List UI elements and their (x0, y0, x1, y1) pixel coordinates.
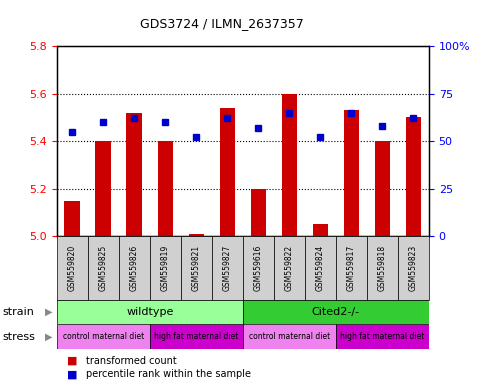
Bar (243, 236, 274, 300)
Text: GSM559820: GSM559820 (68, 245, 77, 291)
Bar (243, 324, 336, 349)
Bar (274, 236, 305, 300)
Text: high fat maternal diet: high fat maternal diet (154, 333, 239, 341)
Text: GSM559822: GSM559822 (285, 245, 294, 291)
Bar (150, 324, 243, 349)
Bar (181, 236, 212, 300)
Bar (157, 141, 173, 236)
Text: GSM559826: GSM559826 (130, 245, 139, 291)
Bar (336, 324, 429, 349)
Bar (119, 236, 150, 300)
Text: GSM559817: GSM559817 (347, 245, 356, 291)
Bar (57, 300, 243, 324)
Bar (212, 236, 243, 300)
Bar (65, 200, 80, 236)
Text: GSM559824: GSM559824 (316, 245, 325, 291)
Bar (57, 324, 150, 349)
Bar (188, 234, 204, 236)
Text: ▶: ▶ (44, 332, 52, 342)
Bar (313, 224, 328, 236)
Text: GDS3724 / ILMN_2637357: GDS3724 / ILMN_2637357 (140, 17, 304, 30)
Text: GSM559818: GSM559818 (378, 245, 387, 291)
Text: GSM559819: GSM559819 (161, 245, 170, 291)
Text: GSM559825: GSM559825 (99, 245, 108, 291)
Bar (282, 94, 297, 236)
Bar (57, 236, 88, 300)
Text: ■: ■ (67, 369, 77, 379)
Text: control maternal diet: control maternal diet (248, 333, 330, 341)
Bar (88, 236, 119, 300)
Text: Cited2-/-: Cited2-/- (312, 307, 360, 317)
Text: transformed count: transformed count (86, 356, 177, 366)
Bar (96, 141, 111, 236)
Text: percentile rank within the sample: percentile rank within the sample (86, 369, 251, 379)
Bar (336, 236, 367, 300)
Bar (305, 236, 336, 300)
Text: GSM559821: GSM559821 (192, 245, 201, 291)
Bar (150, 236, 181, 300)
Text: high fat maternal diet: high fat maternal diet (340, 333, 424, 341)
Bar (344, 110, 359, 236)
Text: GSM559616: GSM559616 (254, 245, 263, 291)
Bar (406, 118, 421, 236)
Text: GSM559823: GSM559823 (409, 245, 418, 291)
Text: control maternal diet: control maternal diet (63, 333, 144, 341)
Bar (250, 189, 266, 236)
Bar (219, 108, 235, 236)
Bar (243, 300, 429, 324)
Bar (367, 236, 398, 300)
Text: strain: strain (2, 307, 35, 317)
Text: wildtype: wildtype (126, 307, 174, 317)
Text: GSM559827: GSM559827 (223, 245, 232, 291)
Bar (375, 141, 390, 236)
Text: ▶: ▶ (44, 307, 52, 317)
Bar (398, 236, 429, 300)
Text: ■: ■ (67, 356, 77, 366)
Text: stress: stress (2, 332, 35, 342)
Bar (127, 113, 142, 236)
